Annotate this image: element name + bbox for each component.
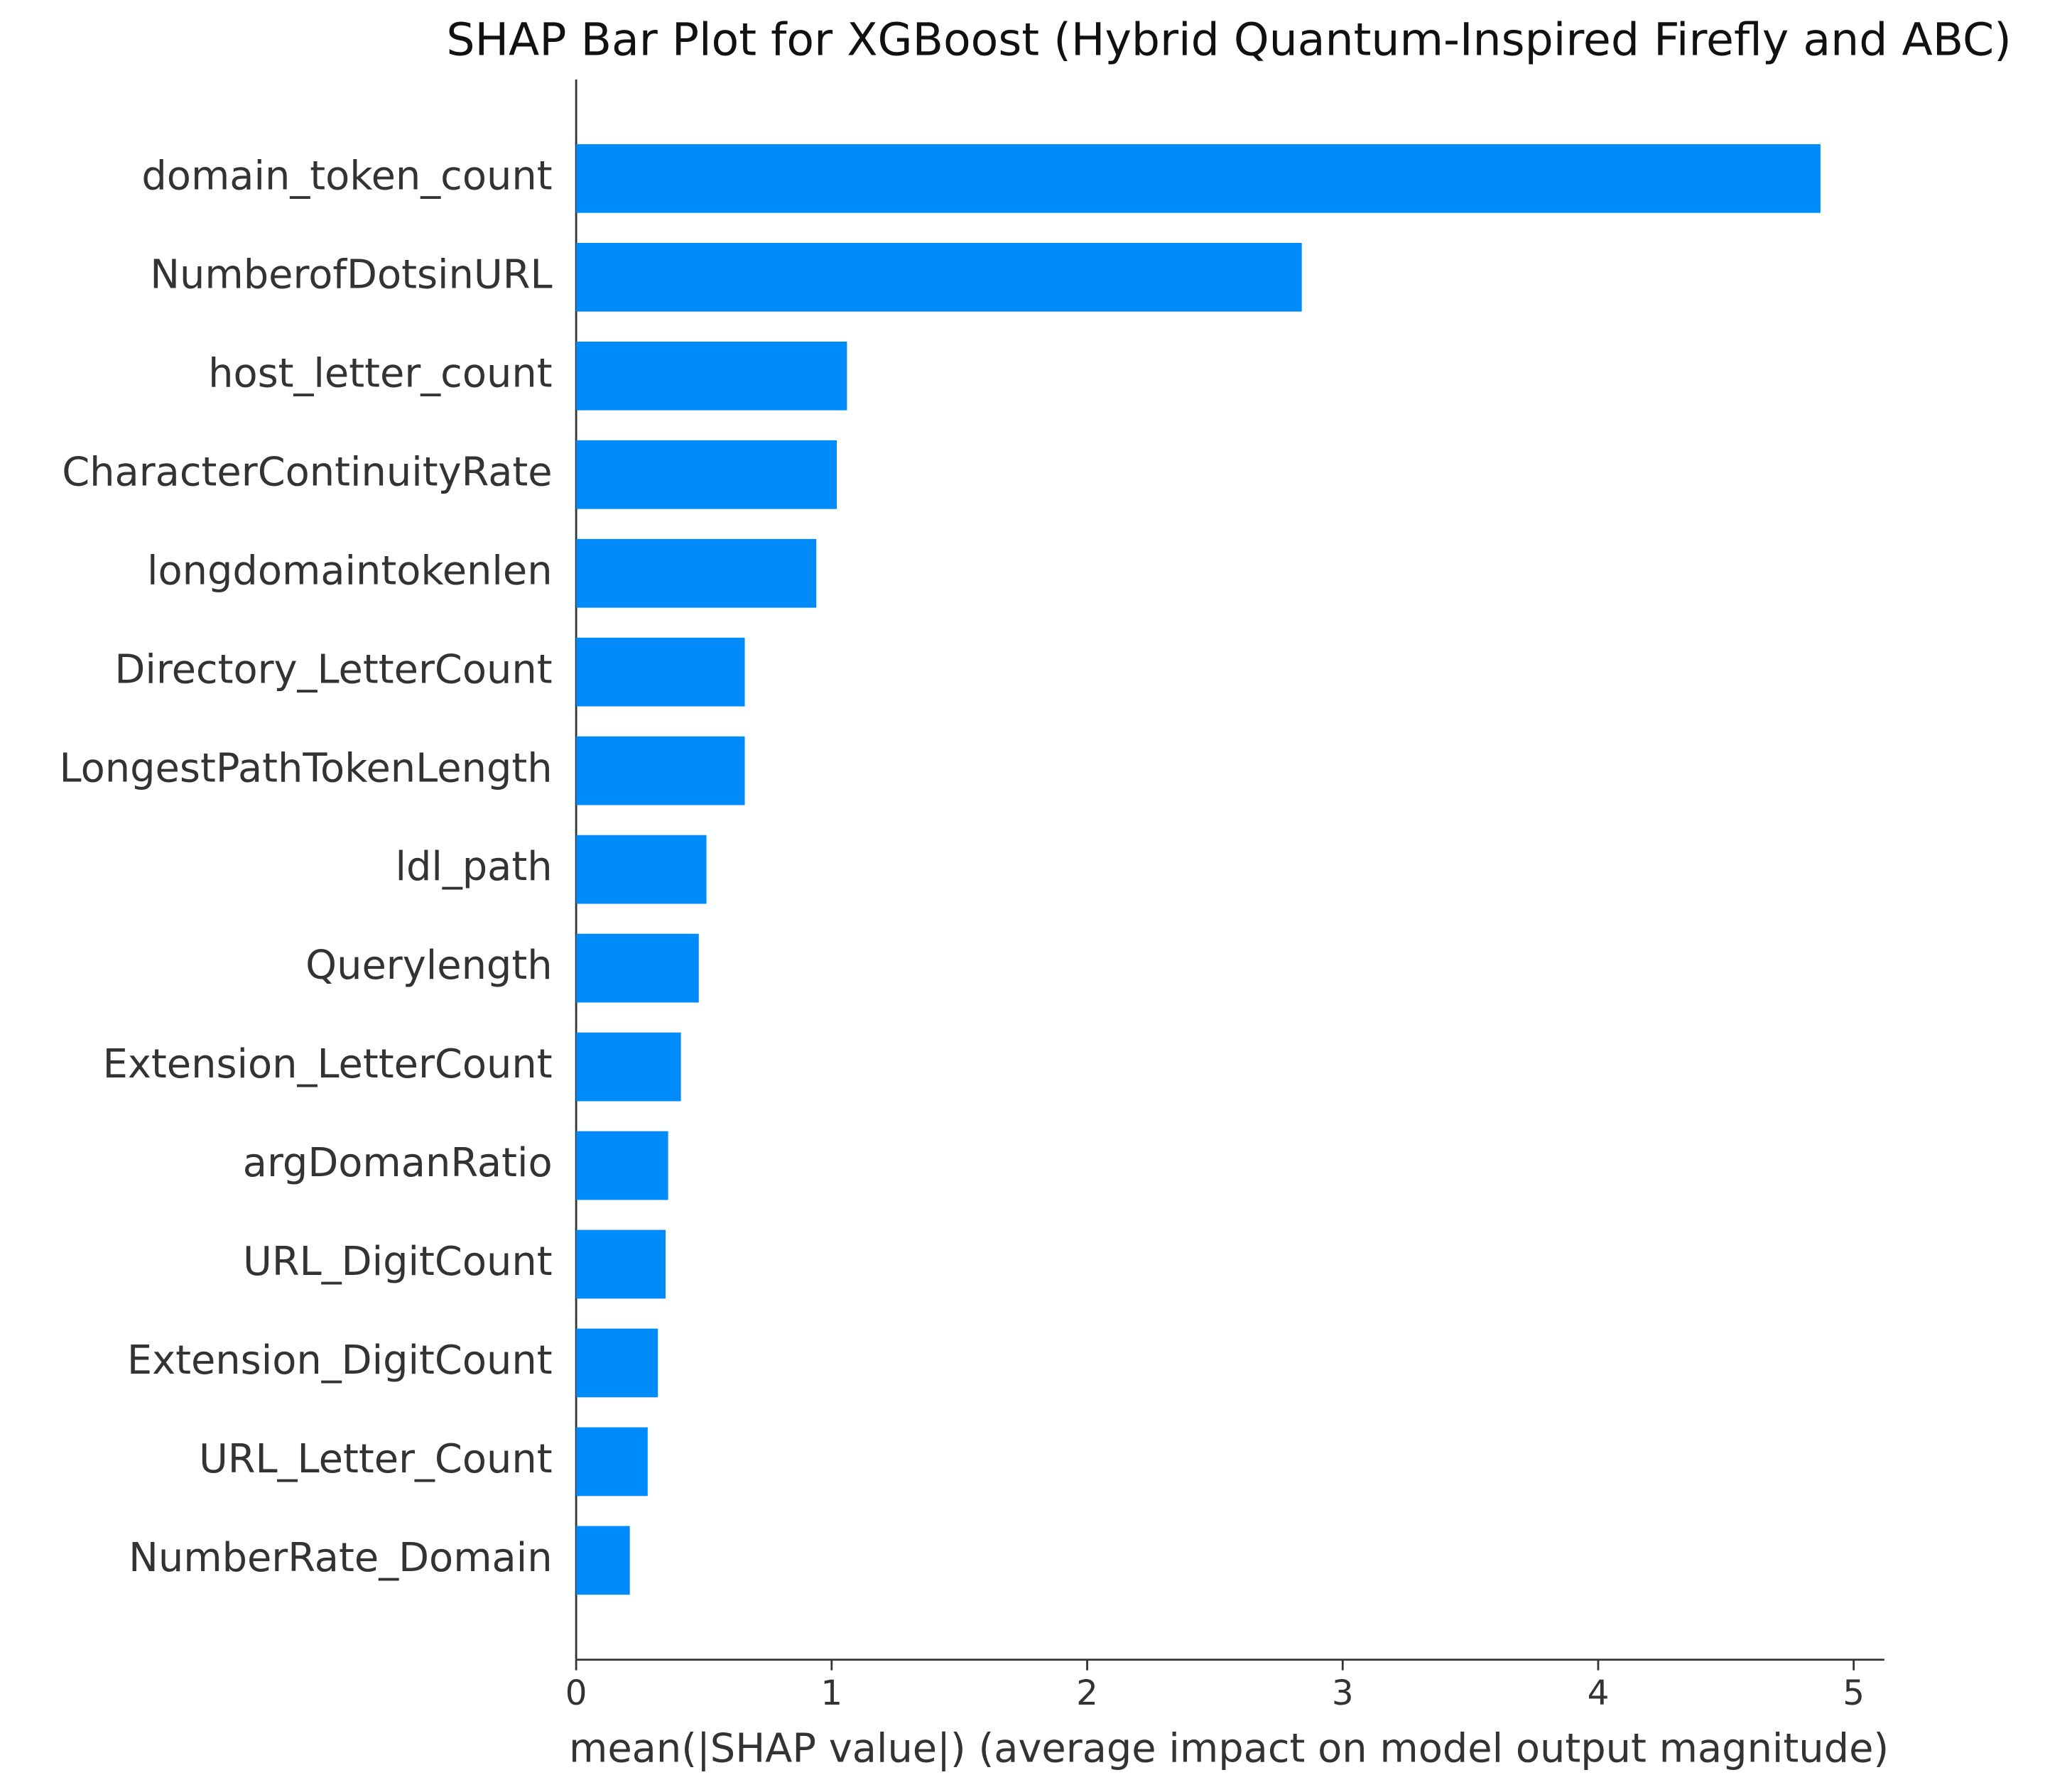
y-tick-label: longdomaintokenlen — [147, 548, 553, 594]
bar — [576, 1032, 681, 1102]
y-tick-label: Directory_LetterCount — [114, 646, 552, 693]
bar — [576, 1427, 648, 1497]
y-tick-label: domain_token_count — [141, 153, 552, 199]
bar — [576, 736, 745, 805]
bar — [576, 538, 817, 608]
bar — [576, 1131, 668, 1200]
y-tick-label: Extension_LetterCount — [103, 1041, 553, 1087]
y-tick-label: Querylength — [305, 943, 552, 989]
x-tick-label: 4 — [1588, 1673, 1610, 1713]
x-tick-label: 2 — [1076, 1673, 1098, 1713]
bar — [576, 341, 847, 411]
bar — [576, 637, 745, 707]
y-tick-label: Extension_DigitCount — [127, 1337, 553, 1384]
y-tick-label: NumberRate_Domain — [129, 1535, 553, 1581]
bar — [576, 1526, 630, 1595]
bar — [576, 440, 837, 509]
x-tick-label: 5 — [1843, 1673, 1865, 1713]
x-tick-label: 1 — [820, 1673, 842, 1713]
x-tick-label: 0 — [565, 1673, 587, 1713]
bar — [576, 1328, 658, 1398]
y-tick-label: URL_DigitCount — [243, 1239, 553, 1285]
y-tick-label: host_letter_count — [208, 350, 553, 396]
y-tick-label: NumberofDotsinURL — [150, 251, 552, 298]
bar — [576, 143, 1821, 213]
bar — [576, 933, 699, 1003]
bar — [576, 242, 1302, 312]
y-tick-label: argDomanRatio — [243, 1140, 553, 1186]
y-tick-label: URL_Letter_Count — [199, 1436, 553, 1482]
chart-title: SHAP Bar Plot for XGBoost (Hybrid Quantu… — [446, 13, 2012, 65]
y-tick-label: CharacterContinuityRate — [62, 449, 552, 495]
x-axis-label: mean(|SHAP value|) (average impact on mo… — [569, 1725, 1889, 1771]
x-tick-label: 3 — [1332, 1673, 1354, 1713]
y-tick-label: LongestPathTokenLength — [60, 745, 553, 791]
y-tick-label: ldl_path — [395, 844, 552, 890]
bar — [576, 1229, 666, 1299]
bar — [576, 835, 707, 904]
